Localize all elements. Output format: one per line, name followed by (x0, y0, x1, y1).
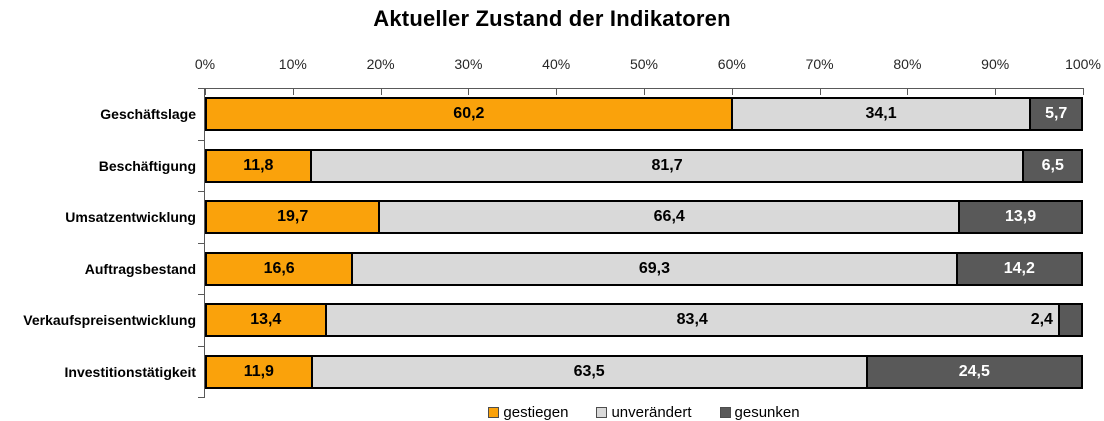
axis-tick-label: 10% (278, 56, 307, 72)
legend-swatch-gesunken-icon (719, 407, 731, 418)
axis-tick-mark (995, 89, 997, 95)
bar-row: 13,4 83,4 2,4 (205, 303, 1083, 337)
legend-item-gesunken: gesunken (719, 404, 800, 421)
legend-item-unveraendert: unverändert (596, 404, 692, 421)
legend-label: unverändert (611, 404, 692, 421)
axis-tick-label: 30% (454, 56, 483, 72)
chart-title: Aktueller Zustand der Indikatoren (373, 6, 731, 31)
legend-label: gestiegen (503, 404, 569, 421)
bar-segment-gestiegen: 11,9 (205, 355, 313, 389)
bar-segment-gesunken: 13,9 (958, 200, 1084, 234)
bar-value-label: 14,2 (1003, 260, 1035, 277)
bar-segment-gesunken: 14,2 (955, 252, 1084, 286)
axis-tick-mark (1083, 89, 1084, 95)
bar-segment-gestiegen: 16,6 (205, 252, 354, 286)
axis-tick-mark (380, 89, 382, 95)
bar-value-label: 6,5 (1041, 157, 1064, 174)
bar-segment-unverändert: 69,3 (351, 252, 958, 286)
category-tick-mark (198, 191, 205, 192)
axis-tick-label: 90% (981, 56, 1010, 72)
bar-row: 19,7 66,4 13,9 (205, 200, 1084, 234)
axis-tick-label: 0% (194, 56, 216, 72)
value-axis-line (205, 88, 1084, 89)
axis-tick-label: 70% (805, 56, 834, 72)
legend-label: gesunken (734, 404, 800, 421)
bar-value-label: 5,7 (1045, 105, 1068, 122)
bar-row: 11,9 63,5 24,5 (205, 355, 1083, 389)
category-label: Geschäftslage (100, 106, 196, 122)
bar-segment-gesunken: 24,5 (865, 355, 1083, 389)
axis-tick-mark (907, 89, 909, 95)
bar-value-label: 13,9 (1004, 208, 1037, 225)
category-label: Investitionstätigkeit (64, 364, 196, 380)
bar-row: 11,8 81,7 6,5 (205, 149, 1083, 183)
axis-tick-mark (731, 89, 733, 95)
legend: gestiegen unverändert gesunken (205, 404, 1083, 421)
category-tick-mark (198, 397, 205, 398)
bar-segment-gesunken: 2,4 (1031, 303, 1083, 337)
category-tick-mark (198, 294, 205, 295)
axis-tick-mark (468, 89, 470, 95)
axis-tick-mark (819, 89, 821, 95)
bar-segment-gestiegen: 19,7 (205, 200, 381, 234)
axis-tick-mark (205, 89, 206, 95)
bar-segment-gesunken: 5,7 (1029, 97, 1083, 131)
bar-segment-unverändert: 34,1 (730, 97, 1032, 131)
bar-segment-unverändert: 81,7 (309, 149, 1025, 183)
category-label: Verkaufspreisentwicklung (23, 312, 196, 328)
category-axis-line (204, 88, 205, 397)
axis-tick-label: 40% (542, 56, 571, 72)
axis-tick-label: 60% (717, 56, 746, 72)
bar-value-label: 11,8 (243, 157, 274, 174)
bar-value-label: 19,7 (277, 208, 309, 225)
axis-tick-mark (292, 89, 294, 95)
category-tick-mark (198, 346, 205, 347)
bar-segment-gestiegen: 13,4 (205, 303, 327, 337)
category-tick-mark (198, 243, 205, 244)
bar-segment-unverändert: 66,4 (378, 200, 961, 234)
axis-tick-mark (644, 89, 645, 95)
category-tick-mark (198, 88, 205, 89)
axis-tick-label: 100% (1065, 56, 1101, 72)
axis-tick-mark (556, 89, 558, 95)
bar-value-label: 66,4 (653, 208, 685, 225)
bar-value-label: 2,4 (1030, 311, 1053, 328)
category-tick-mark (198, 140, 205, 141)
bar-value-label: 69,3 (638, 260, 670, 277)
bar-value-label: 83,4 (676, 311, 708, 328)
category-label: Umsatzentwicklung (65, 209, 196, 225)
bar-segment-unverändert: 83,4 (324, 303, 1060, 337)
bar-value-label: 34,1 (865, 105, 897, 122)
bar-segment-gestiegen: 60,2 (205, 97, 733, 131)
category-label: Auftragsbestand (84, 261, 196, 277)
legend-swatch-unveraendert-icon (596, 407, 608, 418)
axis-tick-label: 50% (629, 56, 659, 72)
bar-value-label: 60,2 (453, 105, 485, 122)
bar-segment-unverändert: 63,5 (310, 355, 868, 389)
axis-tick-label: 80% (893, 56, 922, 72)
bar-row: 60,2 34,1 5,7 (205, 97, 1083, 131)
bar-value-label: 63,5 (573, 363, 605, 380)
bar-value-label: 16,6 (263, 260, 295, 277)
bar-segment-gestiegen: 11,8 (205, 149, 312, 183)
bar-value-label: 81,7 (651, 157, 683, 174)
bar-segment-gesunken: 6,5 (1022, 149, 1083, 183)
legend-swatch-gestiegen-icon (488, 407, 500, 418)
legend-item-gestiegen: gestiegen (488, 404, 568, 421)
bar-value-label: 24,5 (958, 363, 990, 380)
bar-value-label: 13,4 (250, 311, 282, 328)
axis-tick-label: 20% (366, 56, 395, 72)
category-label: Beschäftigung (98, 158, 196, 174)
bar-value-label: 11,9 (243, 363, 274, 380)
bar-row: 16,6 69,3 14,2 (205, 252, 1084, 286)
